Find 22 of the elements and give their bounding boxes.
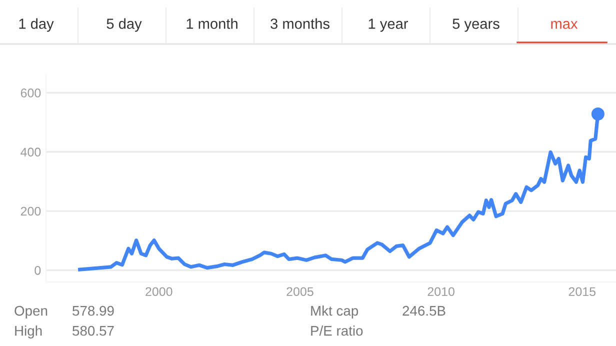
text: Open bbox=[14, 306, 48, 318]
text: 5 years bbox=[452, 18, 500, 32]
text: 1 day bbox=[19, 18, 54, 32]
x-tick-label: 2015 bbox=[568, 287, 596, 296]
text: 3 months bbox=[270, 18, 330, 29]
text: 5 day bbox=[106, 18, 142, 32]
x-tick-label: 2010 bbox=[428, 287, 454, 296]
text: max bbox=[551, 20, 578, 29]
text: 580.57 bbox=[72, 326, 114, 336]
text: High bbox=[15, 326, 42, 338]
x-tick-label: 2005 bbox=[286, 287, 314, 296]
text: 1 month bbox=[186, 18, 238, 29]
text: 246.5B bbox=[402, 306, 446, 316]
text: 578.99 bbox=[72, 306, 114, 316]
y-tick-label: 600 bbox=[20, 88, 41, 98]
y-tick-label: 0 bbox=[34, 266, 41, 275]
x-tick-label: 2000 bbox=[146, 287, 172, 296]
y-tick-label: 200 bbox=[20, 206, 41, 216]
y-tick-label: 400 bbox=[20, 148, 41, 157]
text: Mkt cap bbox=[311, 306, 358, 318]
text: 1 year bbox=[368, 18, 408, 32]
text: P/E ratio bbox=[311, 326, 363, 336]
